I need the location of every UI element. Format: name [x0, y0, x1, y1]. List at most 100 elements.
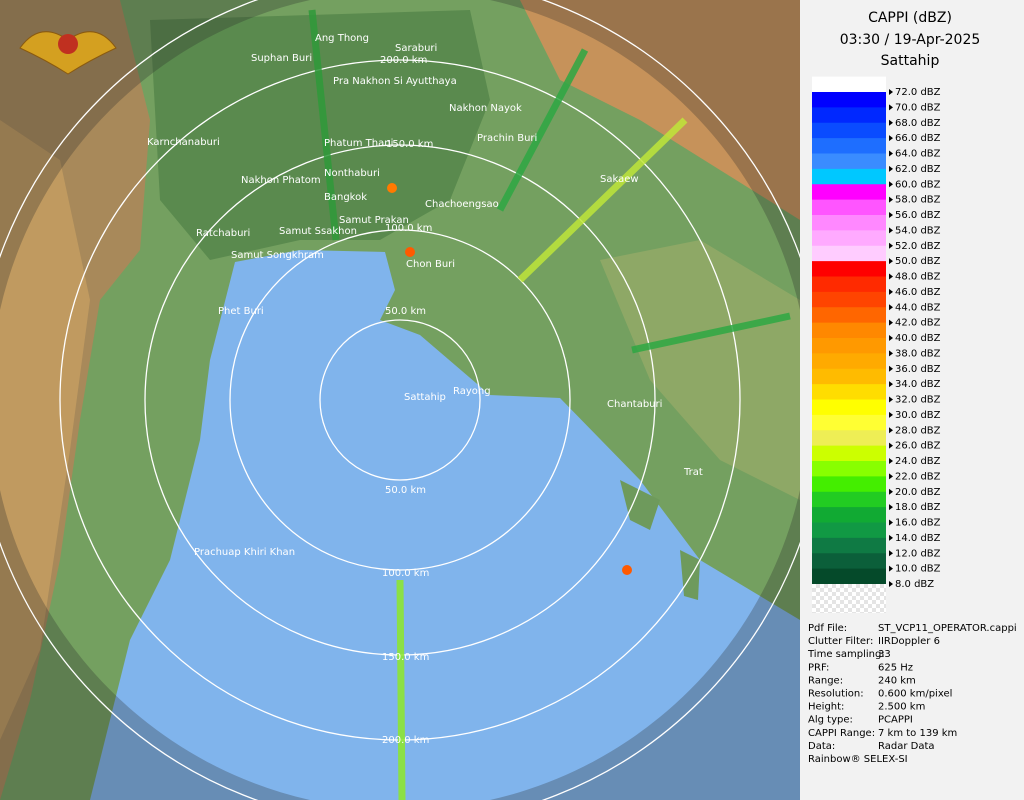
- legend-swatch: [812, 445, 886, 462]
- legend-tick: [889, 273, 893, 280]
- info-value: IIRDoppler 6: [878, 636, 940, 647]
- info-label: Pdf File:: [808, 623, 847, 634]
- legend-tick: [889, 242, 893, 249]
- city: Samut Prakan: [339, 215, 409, 226]
- city: Trat: [683, 467, 703, 478]
- map: Ang Thong Saraburi Suphan Buri Pra Nakho…: [0, 0, 800, 800]
- legend-swatch: [812, 261, 886, 277]
- info-value: PCAPPI: [878, 715, 913, 726]
- legend-tick: [889, 89, 893, 95]
- legend-label: 44.0 dBZ: [895, 302, 941, 313]
- legend-swatch: [812, 168, 886, 185]
- legend-label: 48.0 dBZ: [895, 272, 941, 283]
- city: Pra Nakhon Si Ayutthaya: [333, 76, 457, 87]
- legend-label: 40.0 dBZ: [895, 333, 941, 344]
- info-value: 0.600 km/pixel: [878, 689, 952, 700]
- city: Phet Buri: [218, 306, 264, 317]
- legend-swatch: [812, 507, 886, 523]
- info-label: CAPPI Range:: [808, 728, 875, 739]
- city: Sattahip: [404, 392, 446, 403]
- city: Ang Thong: [315, 33, 369, 44]
- legend-swatch: [812, 199, 886, 216]
- legend-label: 30.0 dBZ: [895, 410, 941, 421]
- legend-tick: [889, 119, 893, 126]
- legend-label: 12.0 dBZ: [895, 548, 941, 559]
- city: Samut Ssakhon: [279, 226, 357, 237]
- legend-swatch: [812, 368, 886, 385]
- legend-swatch: [812, 338, 886, 354]
- title: CAPPI (dBZ): [868, 10, 952, 26]
- legend-swatch: [812, 568, 886, 585]
- legend-label: 24.0 dBZ: [895, 456, 941, 467]
- echo-cell: [405, 247, 415, 257]
- city: Rayong: [453, 386, 491, 397]
- legend-tick: [889, 304, 893, 311]
- legend-swatch: [812, 414, 886, 431]
- legend-below-range: [812, 584, 886, 613]
- legend-tick: [889, 335, 893, 341]
- legend-tick: [889, 458, 893, 464]
- legend-label: 72.0 dBZ: [895, 87, 941, 98]
- city: Chon Buri: [406, 259, 455, 270]
- ring-label: 150.0 km: [386, 139, 433, 150]
- legend-label: 52.0 dBZ: [895, 241, 941, 252]
- legend-swatch: [812, 245, 886, 262]
- ring-label: 200.0 km: [380, 55, 427, 66]
- info-label: Height:: [808, 702, 844, 713]
- legend-label: 64.0 dBZ: [895, 149, 941, 160]
- logo: [19, 31, 117, 75]
- city: Nakhon Phatom: [241, 175, 321, 186]
- legend-swatch: [812, 461, 886, 477]
- legend-tick: [889, 181, 893, 188]
- info-block: Pdf File: ST_VCP11_OPERATOR.cappi Clutter …: [807, 623, 1017, 752]
- legend-label: 58.0 dBZ: [895, 195, 941, 206]
- legend-tick: [889, 288, 893, 295]
- city: Chachoengsao: [425, 199, 499, 210]
- info-value: ST_VCP11_OPERATOR.cappi: [878, 623, 1017, 634]
- legend-tick: [889, 212, 893, 218]
- legend-label: 20.0 dBZ: [895, 487, 941, 498]
- legend-swatch: [812, 353, 886, 370]
- legend-tick: [889, 227, 893, 234]
- info-value: 33: [878, 649, 891, 660]
- legend-label: 22.0 dBZ: [895, 471, 941, 482]
- radar-echo: [308, 9, 791, 800]
- legend-label: 16.0 dBZ: [895, 518, 941, 529]
- legend-label: 34.0 dBZ: [895, 379, 941, 390]
- legend-label: 50.0 dBZ: [895, 256, 941, 267]
- legend-tick: [889, 396, 893, 403]
- info-label: Resolution:: [808, 689, 864, 700]
- legend-swatch: [812, 76, 886, 93]
- legend-swatch: [812, 153, 886, 170]
- legend-tick: [889, 319, 893, 326]
- legend-tick: [889, 165, 893, 172]
- legend-swatch: [812, 291, 886, 308]
- legend-tick: [889, 488, 893, 495]
- time: 03:30 / 19-Apr-2025: [840, 32, 981, 48]
- echo-cell: [387, 183, 397, 193]
- ring-label: 50.0 km: [385, 485, 426, 496]
- city: Nonthaburi: [324, 168, 380, 179]
- legend-tick: [889, 411, 893, 418]
- info-label: Data:: [808, 741, 835, 752]
- city: Prachuap Khiri Khan: [194, 547, 295, 558]
- legend-swatch: [812, 276, 886, 293]
- legend-label: 54.0 dBZ: [895, 225, 941, 236]
- legend-label: 28.0 dBZ: [895, 425, 941, 436]
- legend-tick: [889, 473, 893, 480]
- legend-swatch: [812, 537, 886, 554]
- legend-tick: [889, 565, 893, 572]
- legend-tick: [889, 442, 893, 449]
- legend-label: 32.0 dBZ: [895, 395, 941, 406]
- footer: Rainbow® SELEX-SI: [808, 754, 908, 765]
- info-value: 240 km: [878, 675, 916, 686]
- info-label: Range:: [808, 675, 843, 686]
- ring-label: 150.0 km: [382, 652, 429, 663]
- legend-label: 14.0 dBZ: [895, 533, 941, 544]
- city: Chantaburi: [607, 399, 662, 410]
- city: Phatum Thani: [324, 138, 393, 149]
- city: Sakaew: [600, 174, 639, 185]
- legend-swatch: [812, 322, 886, 339]
- legend-label: 66.0 dBZ: [895, 133, 941, 144]
